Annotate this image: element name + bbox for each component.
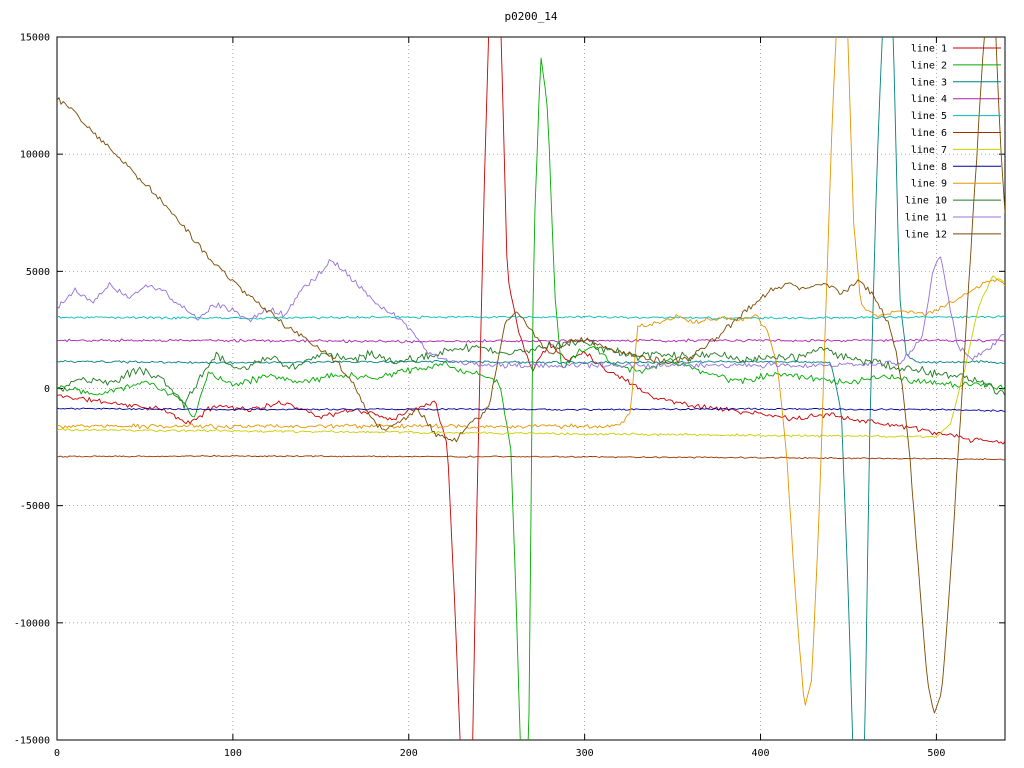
legend-label-line-7: line 7 (911, 145, 947, 156)
legend-label-line-9: line 9 (911, 179, 947, 190)
xtick-label: 100 (224, 748, 242, 759)
legend-label-line-3: line 3 (911, 77, 947, 88)
ytick-label: -15000 (14, 736, 50, 747)
series-line-11 (57, 256, 1005, 369)
ytick-label: 15000 (20, 33, 50, 44)
legend-label-line-4: line 4 (911, 94, 947, 105)
ytick-label: -5000 (20, 501, 50, 512)
legend-label-line-6: line 6 (911, 128, 947, 139)
chart-title: p0200_14 (504, 10, 558, 23)
legend-label-line-5: line 5 (911, 111, 947, 122)
series-line-1 (57, 37, 1005, 740)
legend-label-line-10: line 10 (905, 196, 947, 207)
ytick-label: 5000 (26, 267, 50, 278)
xtick-label: 0 (54, 748, 60, 759)
xtick-label: 200 (400, 748, 418, 759)
series-line-7 (57, 275, 1005, 439)
ytick-label: 0 (44, 384, 50, 395)
series-line-3 (57, 37, 1005, 740)
ytick-label: 10000 (20, 150, 50, 161)
series-line-2 (57, 57, 1005, 740)
xtick-label: 300 (576, 748, 594, 759)
ytick-label: -10000 (14, 618, 50, 629)
series-line-5 (57, 315, 1005, 320)
legend-label-line-8: line 8 (911, 162, 947, 173)
legend-label-line-12: line 12 (905, 229, 947, 240)
series-line-8 (57, 407, 1005, 412)
series-line-4 (57, 338, 1005, 344)
series-line-9 (57, 37, 1005, 706)
series-line-10 (57, 339, 1005, 409)
xtick-label: 400 (751, 748, 769, 759)
xtick-label: 500 (927, 748, 945, 759)
legend-label-line-1: line 1 (911, 44, 947, 55)
legend-label-line-11: line 11 (905, 213, 947, 224)
legend-label-line-2: line 2 (911, 60, 947, 71)
series-line-12 (57, 37, 1005, 714)
series-line-6 (57, 454, 1005, 461)
